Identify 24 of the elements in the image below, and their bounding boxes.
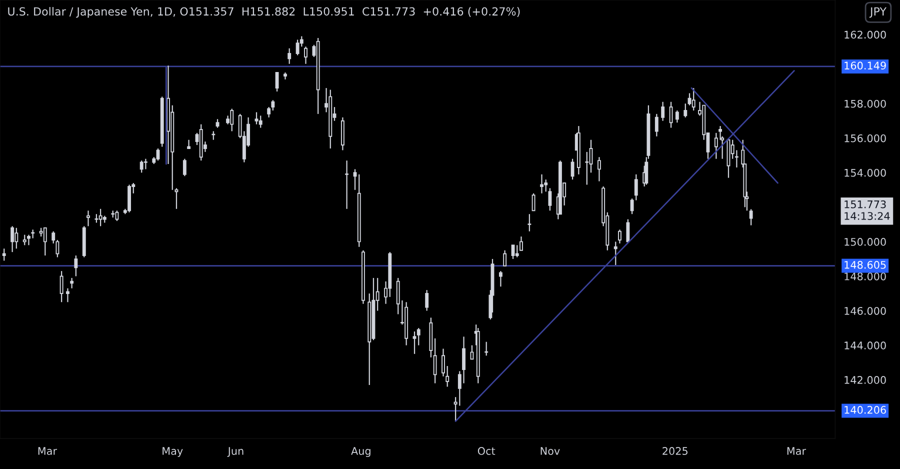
y-tick-label: 150.000 [844, 238, 886, 246]
text: 14:13:24 [844, 212, 890, 220]
y-tick-label: 144.000 [844, 342, 886, 350]
y-tick-label: 148.000 [844, 272, 886, 280]
x-tick-label: Jun [227, 447, 244, 457]
y-tick-label: 154.000 [844, 168, 886, 177]
ref-line-label: 160.149 [844, 62, 886, 70]
y-tick-label: 146.000 [844, 306, 886, 315]
x-tick-label: 2025 [662, 447, 688, 455]
ref-line-label: 148.605 [844, 260, 886, 269]
x-tick-label: Nov [540, 447, 560, 455]
x-tick-label: Mar [38, 447, 58, 455]
text: JPY [869, 7, 887, 18]
text: 151.773 [844, 200, 886, 208]
ref-line-label: 140.206 [844, 406, 886, 414]
x-tick-label: Mar [787, 447, 806, 455]
y-tick-label: 156.000 [844, 134, 886, 142]
y-tick-label: 158.000 [844, 100, 886, 108]
y-tick-label: 162.000 [844, 30, 886, 39]
x-tick-label: Aug [351, 447, 370, 457]
x-tick-label: Oct [478, 447, 496, 455]
x-tick-label: May [162, 447, 183, 457]
y-tick-label: 142.000 [844, 376, 886, 384]
text: U.S. Dollar / Japanese Yen, 1D, O151.357 H151.882 L150.951 C151.773 +0.416 (+0.27%) [8, 7, 520, 18]
